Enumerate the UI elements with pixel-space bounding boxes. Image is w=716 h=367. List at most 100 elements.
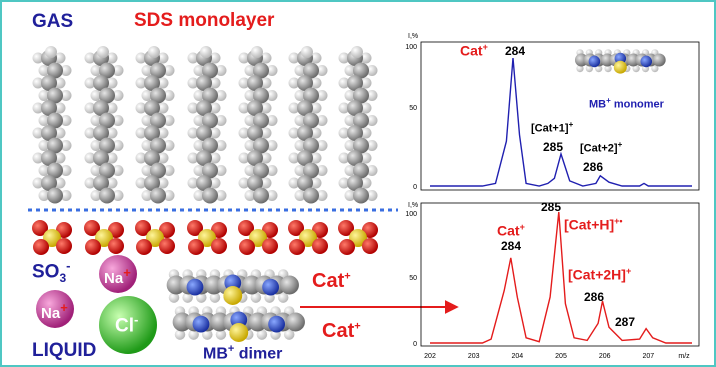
hydrogen-atom bbox=[215, 115, 227, 126]
hydrogen-atom bbox=[196, 292, 207, 303]
cat-label-upper-text: Cat bbox=[312, 270, 345, 292]
oxygen-atom bbox=[239, 239, 255, 255]
carbon-atom bbox=[47, 62, 63, 79]
hydrogen-atom bbox=[60, 90, 72, 101]
hydrogen-atom bbox=[168, 292, 180, 303]
carbon-atom bbox=[47, 87, 63, 104]
hydrogen-atom bbox=[141, 190, 153, 201]
spectrum-bottom-xtick: 202 bbox=[424, 353, 436, 360]
hydrogen-atom bbox=[193, 115, 205, 126]
hydrogen-atom bbox=[54, 177, 66, 189]
hydrogen-atom bbox=[112, 190, 124, 201]
so3-label: SO3- bbox=[32, 258, 70, 285]
hydrogen-atom bbox=[90, 90, 102, 101]
hydrogen-atom bbox=[90, 65, 102, 76]
hydrogen-atom bbox=[90, 115, 102, 126]
hydrogen-atom bbox=[112, 115, 124, 126]
bot-cat-sup: + bbox=[519, 222, 525, 232]
hydrogen-atom bbox=[338, 77, 350, 89]
hydrogen-atom bbox=[54, 152, 66, 164]
hydrogen-atom bbox=[112, 65, 124, 76]
hydrogen-atom bbox=[157, 152, 169, 164]
sds-monolayer-label: SDS monolayer bbox=[134, 10, 275, 31]
hydrogen-atom bbox=[148, 46, 160, 58]
oxygen-atom bbox=[312, 238, 328, 254]
bot-cath-text: [Cat+H] bbox=[564, 216, 615, 233]
carbon-atom bbox=[99, 62, 115, 79]
bot-cat2h-label: [Cat+2H]+ bbox=[568, 266, 631, 283]
hydrogen-atom bbox=[135, 127, 147, 139]
hydrogen-atom bbox=[351, 46, 363, 58]
hydrogen-atom bbox=[288, 127, 300, 139]
hydrogen-atom bbox=[193, 190, 205, 201]
hydrogen-atom bbox=[585, 65, 593, 73]
hydrogen-atom bbox=[260, 177, 272, 189]
oxygen-atom bbox=[188, 239, 204, 255]
spectrum-bottom-xtick: 207 bbox=[642, 353, 654, 360]
carbon-atom bbox=[150, 112, 166, 129]
carbon-atom bbox=[347, 175, 363, 191]
carbon-atom bbox=[99, 137, 115, 154]
hydrogen-atom bbox=[260, 102, 272, 114]
hydrogen-atom bbox=[84, 127, 96, 139]
cl-label-text: Cl bbox=[115, 315, 134, 337]
carbon-atom bbox=[202, 162, 218, 179]
hydrogen-atom bbox=[193, 65, 205, 76]
carbon-atom bbox=[196, 175, 212, 191]
oxygen-atom bbox=[108, 238, 124, 254]
hydrogen-atom bbox=[193, 90, 205, 101]
mb-monomer-text: MB bbox=[589, 98, 607, 111]
hydrogen-atom bbox=[54, 102, 66, 114]
hydrogen-atom bbox=[310, 52, 322, 64]
carbon-atom bbox=[99, 187, 115, 204]
hydrogen-atom bbox=[90, 140, 102, 151]
carbon-atom bbox=[297, 150, 313, 166]
hydrogen-atom bbox=[294, 65, 306, 76]
hydrogen-atom bbox=[157, 127, 169, 139]
hydrogen-atom bbox=[106, 52, 118, 64]
bot-peak-285-label: 285 bbox=[541, 200, 562, 214]
carbon-atom bbox=[253, 87, 269, 104]
sds-molecule-icon bbox=[32, 46, 72, 255]
hydrogen-atom bbox=[366, 115, 378, 126]
hydrogen-atom bbox=[54, 77, 66, 89]
carbon-atom bbox=[144, 75, 160, 91]
hydrogen-atom bbox=[209, 127, 221, 139]
hydrogen-atom bbox=[187, 152, 199, 164]
hydrogen-atom bbox=[112, 90, 124, 101]
hydrogen-atom bbox=[360, 77, 372, 89]
hydrogen-atom bbox=[141, 65, 153, 76]
carbon-atom bbox=[41, 75, 57, 91]
hydrogen-atom bbox=[182, 292, 193, 303]
carbon-atom bbox=[202, 187, 218, 204]
carbon-atom bbox=[41, 125, 57, 141]
carbon-atom bbox=[144, 150, 160, 166]
hydrogen-atom bbox=[141, 140, 153, 151]
spectrum-top-ytick-50: 50 bbox=[409, 105, 417, 112]
hydrogen-atom bbox=[338, 102, 350, 114]
hydrogen-atom bbox=[266, 65, 278, 76]
na-label-2-sup: + bbox=[60, 300, 68, 315]
carbon-atom bbox=[303, 187, 319, 204]
hydrogen-atom bbox=[209, 177, 221, 189]
sds-molecule-icon bbox=[238, 46, 278, 255]
hydrogen-atom bbox=[595, 65, 603, 73]
hydrogen-atom bbox=[45, 46, 57, 58]
carbon-atom bbox=[297, 75, 313, 91]
spectrum-top-ylabel: I,% bbox=[408, 33, 418, 40]
hydrogen-atom bbox=[187, 177, 199, 189]
hydrogen-atom bbox=[106, 102, 118, 114]
carbon-atom bbox=[99, 112, 115, 129]
mb-molecule-icon bbox=[172, 306, 305, 342]
mb-dimer-label-sup: + bbox=[227, 343, 235, 355]
na-label-1: Na+ bbox=[104, 265, 131, 287]
carbon-atom bbox=[196, 150, 212, 166]
bot-cat-text: Cat bbox=[497, 222, 520, 239]
oxygen-atom bbox=[56, 238, 72, 254]
carbon-atom bbox=[99, 87, 115, 104]
spectrum-bottom-xtick: 206 bbox=[599, 353, 611, 360]
carbon-atom bbox=[150, 87, 166, 104]
oxygen-atom bbox=[339, 239, 355, 255]
na-label-1-text: Na bbox=[104, 270, 124, 287]
carbon-atom bbox=[347, 125, 363, 141]
